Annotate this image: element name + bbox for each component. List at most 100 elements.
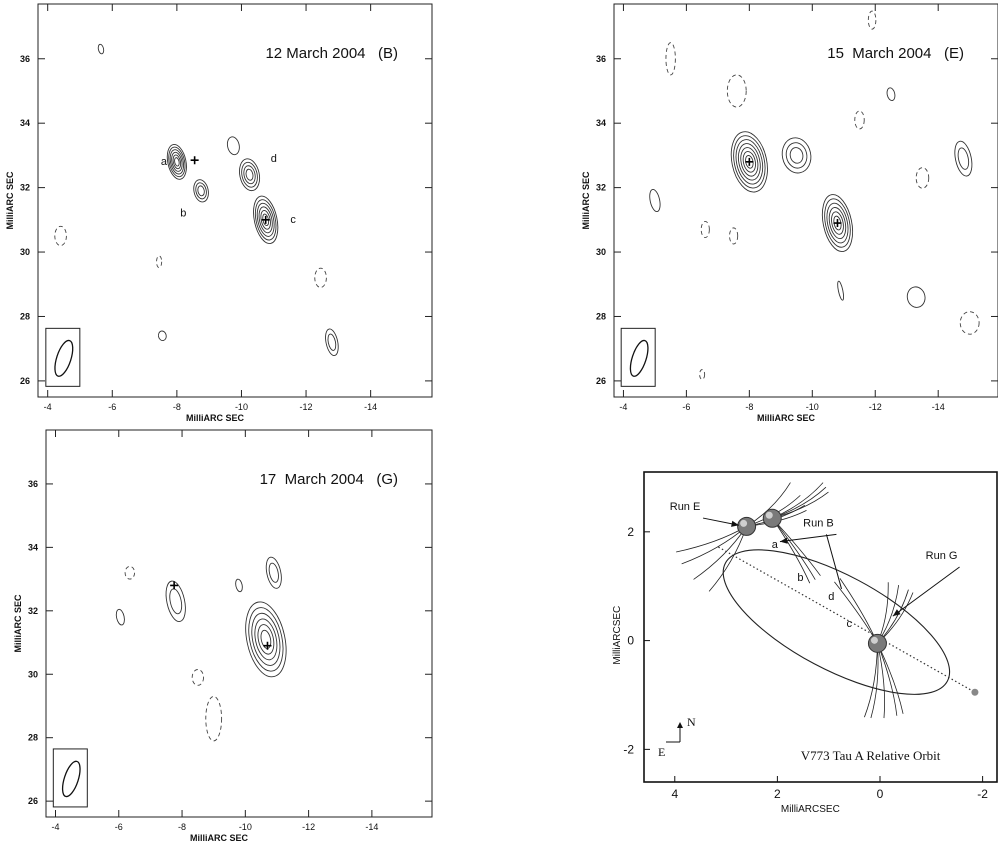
jet-contour <box>877 643 885 719</box>
negative-contour <box>700 220 710 238</box>
contour-level <box>239 158 261 192</box>
y-tick-label: 32 <box>28 606 38 616</box>
run-label: Run B <box>803 517 834 529</box>
contour-level <box>733 135 766 189</box>
contour-level <box>245 168 254 181</box>
contour-level <box>245 601 287 678</box>
panel-title: 12 March 2004 (B) <box>265 45 398 62</box>
x-tick-label: -6 <box>682 402 690 412</box>
jet-contour <box>877 643 898 716</box>
jet-contour <box>834 581 878 644</box>
y-axis-label: MilliARCSEC <box>612 606 623 665</box>
contour-level <box>789 147 804 164</box>
y-tick-label: 34 <box>596 118 606 128</box>
contour-level <box>828 207 847 240</box>
x-tick-label: -8 <box>173 402 181 412</box>
jet-contour <box>864 643 878 718</box>
y-axis-label: MilliARC SEC <box>13 594 23 653</box>
component-label: b <box>180 208 186 220</box>
negative-contour <box>191 669 205 686</box>
y-tick-label: 26 <box>596 376 606 386</box>
star-marker <box>867 633 887 653</box>
y-tick-label: 28 <box>20 311 30 321</box>
contour-level <box>193 179 209 203</box>
contour-level <box>166 143 187 180</box>
component-label: d <box>828 591 834 603</box>
contour-level <box>174 157 180 167</box>
contour-level <box>740 147 759 177</box>
y-tick-label: 0 <box>627 634 634 648</box>
x-tick-label: -12 <box>869 402 882 412</box>
x-tick-label: -10 <box>239 822 252 832</box>
component-label: a <box>161 156 168 168</box>
contour-level <box>735 139 764 185</box>
x-tick-label: -6 <box>115 822 123 832</box>
beam-box <box>620 327 656 387</box>
y-tick-label: 30 <box>596 247 606 257</box>
orbit-caption: V773 Tau A Relative Orbit <box>801 748 941 763</box>
y-tick-label: 34 <box>20 118 30 128</box>
position-cross <box>261 215 270 224</box>
contour-level <box>954 140 973 177</box>
x-axis-label: MilliARC SEC <box>186 413 245 423</box>
y-tick-label: 28 <box>596 311 606 321</box>
contour-level <box>169 588 183 615</box>
panel-17-march: -4 -6 -8 -10 -12 -14 26 28 30 32 34 36 MilliARC SEC M… <box>13 429 433 843</box>
y-axis-label: MilliARC SEC <box>581 171 591 230</box>
run-label: Run E <box>670 501 701 513</box>
compass-north-label: N <box>687 715 696 729</box>
compass-east-label: E <box>658 745 665 759</box>
negative-contour <box>699 369 706 380</box>
x-axis-label: MilliARC SEC <box>190 833 249 843</box>
contour-level <box>649 188 661 213</box>
x-tick-label: -14 <box>932 402 945 412</box>
contour-level <box>257 624 275 655</box>
contour-level <box>157 330 167 342</box>
negative-contour <box>314 267 327 288</box>
position-cross <box>170 581 179 590</box>
x-tick-label: -12 <box>300 402 313 412</box>
contour-level <box>172 154 182 170</box>
x-tick-label: 2 <box>774 787 781 801</box>
contour-level <box>260 210 271 230</box>
annotation-arrow-d <box>825 534 843 590</box>
component-label: c <box>846 618 852 630</box>
contour-level <box>906 286 926 308</box>
contour-level <box>258 206 273 234</box>
contour-level <box>268 562 279 583</box>
x-axis-label: MilliARC SEC <box>757 413 816 423</box>
x-tick-label: -4 <box>619 402 627 412</box>
contour-level <box>325 328 339 356</box>
contour-level <box>785 142 808 169</box>
component-label: b <box>797 572 803 584</box>
position-cross <box>190 156 199 165</box>
x-tick-label: 4 <box>671 787 678 801</box>
arrow-head <box>892 609 901 617</box>
contour-level <box>168 146 186 178</box>
x-tick-label: -12 <box>302 822 315 832</box>
contour-level <box>742 151 756 173</box>
contour-level <box>265 556 282 589</box>
star-highlight <box>870 636 878 644</box>
contour-level <box>235 578 243 593</box>
negative-contour <box>959 311 980 335</box>
contour-level <box>197 185 205 197</box>
contour-level <box>256 202 275 237</box>
plot-frame <box>45 429 433 818</box>
x-tick-label: -8 <box>178 822 186 832</box>
contour-level <box>243 165 256 185</box>
negative-contour <box>854 110 865 130</box>
component-label: d <box>271 153 277 165</box>
contour-level <box>115 608 125 626</box>
orbit-frame <box>643 471 998 783</box>
negative-contour <box>729 227 739 245</box>
contour-level <box>826 202 849 244</box>
contour-level <box>831 211 844 235</box>
star-marker <box>737 516 757 536</box>
panel-12-march: -4 -6 -8 -10 -12 -14 26 28 30 32 34 36 MilliARC SEC M… <box>5 3 433 423</box>
panel-title: 17 March 2004 (G) <box>260 471 398 488</box>
star-highlight <box>765 511 773 519</box>
contour-level <box>195 182 207 200</box>
plot-frame <box>613 3 998 398</box>
